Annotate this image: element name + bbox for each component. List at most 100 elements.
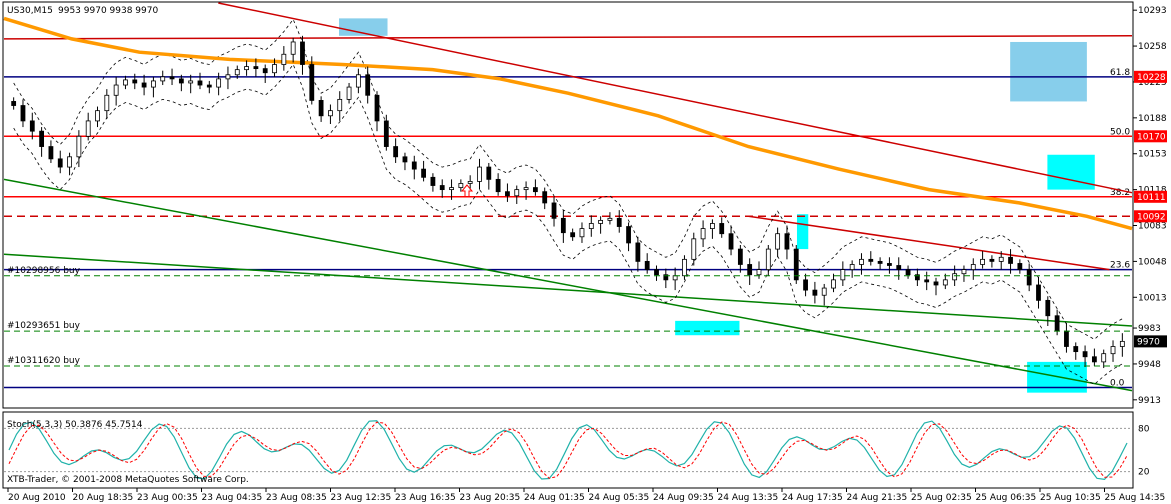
y-tick-label-4: 10153: [1138, 150, 1167, 160]
lower-band: [13, 63, 1123, 385]
candle-body: [1017, 263, 1023, 270]
price-tag-0: 10228: [1137, 73, 1166, 83]
candle-body: [48, 146, 54, 160]
x-tick-label-3: 23 Aug 04:35: [202, 493, 263, 503]
candle-body: [281, 53, 287, 65]
stochastic-pane: 80 20: [4, 420, 1150, 481]
candle-body: [765, 248, 771, 270]
stoch-signal-line: [8, 421, 1128, 479]
candle-body: [393, 146, 399, 158]
candle-body: [178, 78, 184, 84]
candle-body: [1054, 315, 1060, 332]
candle-body: [132, 79, 138, 84]
candle-body: [290, 41, 296, 55]
candle-body: [635, 242, 641, 262]
candle-body: [374, 94, 380, 122]
trendlines: [3, 2, 1133, 392]
candle-body: [532, 187, 538, 193]
x-tick-label-8: 24 Aug 01:35: [524, 493, 585, 503]
x-tick-label-16: 25 Aug 10:35: [1040, 493, 1101, 503]
candle-body: [467, 181, 473, 184]
candle-body: [253, 66, 259, 70]
candle-body: [961, 269, 967, 275]
candle-body: [514, 189, 520, 197]
up-arrow-icon: [460, 184, 474, 198]
candle-body: [1110, 346, 1116, 355]
candle-body: [421, 168, 426, 178]
candle-body: [840, 269, 846, 281]
x-tick-label-4: 23 Aug 08:35: [266, 493, 327, 503]
trendline-4: [3, 253, 1133, 327]
moving-average-line: [3, 16, 1133, 231]
candle-body: [588, 223, 594, 229]
candle-body: [39, 130, 45, 147]
y-tick-label-8: 10013: [1138, 293, 1167, 303]
price-tag-bg-0: [1134, 70, 1167, 83]
candle-body: [85, 120, 91, 137]
price-tags: 10228 10170 10111 10092 9970: [1134, 70, 1167, 348]
candle-body: [383, 120, 389, 147]
candle-body: [123, 79, 128, 86]
x-tick-label-14: 25 Aug 02:35: [911, 493, 972, 503]
y-tick-label-1: 10258: [1138, 42, 1167, 52]
candle-body: [887, 263, 892, 266]
x-tick-label-7: 23 Aug 20:35: [460, 493, 521, 503]
candle-body: [719, 223, 725, 235]
candle-body: [113, 84, 119, 96]
x-tick-label-1: 20 Aug 18:35: [73, 493, 134, 503]
candle-body: [663, 274, 669, 281]
price-tag-bg-2: [1134, 190, 1167, 203]
price-tag-bg-4: [1134, 335, 1167, 348]
candle-body: [775, 233, 781, 250]
price-tag-4: 9970: [1137, 337, 1160, 347]
stoch-main-line: [8, 420, 1128, 481]
candle-body: [914, 274, 920, 281]
candle-body: [924, 279, 930, 283]
candle-body: [439, 185, 445, 191]
indicator-pane-frame: [2, 411, 1134, 489]
candle-body: [989, 258, 995, 262]
candle-body: [747, 264, 753, 276]
candle-body: [644, 260, 650, 270]
candle-body: [616, 217, 622, 227]
candle-body: [458, 183, 464, 188]
candle-body: [67, 156, 72, 168]
candle-body: [784, 233, 790, 250]
y-tick-label-5: 10118: [1138, 186, 1167, 196]
x-tick-label-9: 24 Aug 05:35: [589, 493, 650, 503]
candle-body: [318, 100, 324, 117]
candle-body: [737, 248, 743, 265]
candle-body: [542, 191, 548, 204]
candle-body: [551, 202, 557, 219]
trendline-3: [3, 178, 1133, 392]
highlight-zones: [339, 18, 1095, 393]
candle-body: [1026, 269, 1032, 286]
candle-body: [598, 219, 604, 224]
trendline-2: [748, 215, 1110, 271]
candle-body: [998, 256, 1004, 262]
copyright-text: XTB-Trader, © 2001-2008 MetaQuotes Softw…: [7, 475, 249, 485]
symbol-title: US30,M15: [7, 6, 53, 16]
price-tag-1: 10170: [1137, 132, 1166, 142]
y-tick-label-2: 10223: [1138, 78, 1167, 88]
candle-body: [29, 120, 35, 132]
candle-body: [355, 74, 361, 88]
zone-4: [675, 320, 740, 336]
stoch-level-label-0: 80: [1138, 424, 1150, 434]
candle-body: [151, 80, 156, 88]
x-tick-label-10: 24 Aug 09:35: [653, 493, 714, 503]
candle-body: [57, 158, 63, 168]
x-tick-label-0: 20 Aug 2010: [8, 493, 66, 503]
candle-body: [234, 69, 240, 76]
candle-body: [20, 105, 26, 122]
candle-body: [495, 178, 501, 193]
candle-body: [95, 110, 100, 122]
candle-body: [1119, 340, 1125, 347]
order-label-0: #10298956 buy: [7, 266, 81, 276]
envelope-bands: [13, 18, 1123, 385]
ohlc-readout: 9953 9970 9938 9970: [58, 6, 158, 16]
candle-body: [691, 238, 697, 260]
candle-body: [402, 156, 408, 163]
